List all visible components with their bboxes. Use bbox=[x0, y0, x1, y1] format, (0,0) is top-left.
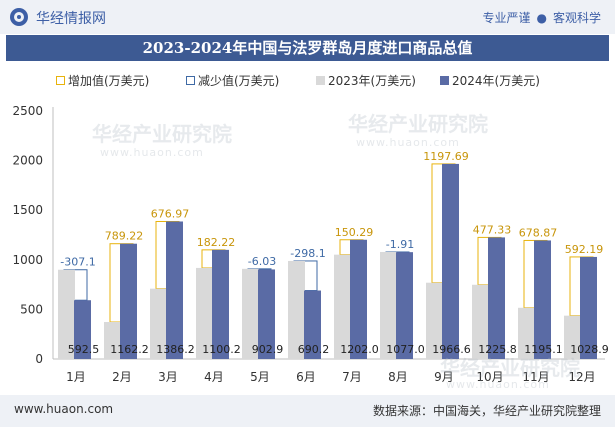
bar-2023 bbox=[472, 284, 489, 359]
bar-2024 bbox=[580, 256, 597, 359]
legend-item-increase: 增加值(万美元) bbox=[56, 72, 149, 89]
change-label: 150.29 bbox=[335, 226, 374, 239]
x-tick-label: 12月 bbox=[568, 370, 595, 384]
value-label: 1195.1 bbox=[524, 343, 563, 356]
bar-2023 bbox=[518, 307, 535, 359]
legend-label-2023: 2023年(万美元) bbox=[328, 74, 416, 88]
y-tick-label: 2500 bbox=[12, 104, 43, 118]
chart-legend: 增加值(万美元) 减少值(万美元) 2023年(万美元) 2024年(万美元) bbox=[0, 72, 615, 90]
bar-2024 bbox=[258, 269, 275, 359]
legend-item-decrease: 减少值(万美元) bbox=[186, 72, 279, 89]
x-tick-label: 11月 bbox=[522, 370, 549, 384]
y-tick-label: 1500 bbox=[12, 203, 43, 217]
value-label: 1077.0 bbox=[386, 343, 425, 356]
x-tick-label: 3月 bbox=[158, 370, 178, 384]
bar-2024 bbox=[212, 249, 229, 359]
chart-title: 2023-2024年中国与法罗群岛月度进口商品总值 bbox=[142, 39, 473, 57]
footer: www.huaon.com 数据来源：中国海关，华经产业研究院整理 bbox=[0, 395, 615, 427]
slogan-dot: ● bbox=[536, 11, 547, 25]
value-label: 1100.2 bbox=[202, 343, 241, 356]
bar-2023 bbox=[242, 268, 259, 359]
y-tick-label: 1000 bbox=[12, 253, 43, 267]
bar-2023 bbox=[104, 321, 121, 359]
legend-item-2024: 2024年(万美元) bbox=[440, 72, 540, 89]
slogan-left: 专业严谨 bbox=[482, 11, 531, 25]
value-label: 1966.6 bbox=[432, 343, 471, 356]
y-tick-label: 2000 bbox=[12, 154, 43, 168]
x-tick-label: 4月 bbox=[204, 370, 224, 384]
legend-label-decrease: 减少值(万美元) bbox=[198, 74, 280, 88]
bar-2023 bbox=[58, 269, 75, 359]
value-label: 1162.2 bbox=[110, 343, 149, 356]
bar-2023 bbox=[426, 282, 443, 359]
slogan: 专业严谨 ● 客观科学 bbox=[482, 9, 601, 26]
footer-source: 数据来源：中国海关，华经产业研究院整理 bbox=[372, 404, 601, 418]
change-label: 182.22 bbox=[197, 236, 236, 249]
value-label: 592.5 bbox=[68, 343, 100, 356]
bar-2024 bbox=[74, 300, 91, 359]
change-label: -298.1 bbox=[290, 247, 325, 260]
huajing-logo-icon bbox=[10, 8, 28, 26]
x-tick-label: 5月 bbox=[250, 370, 270, 384]
x-tick-label: 9月 bbox=[434, 370, 454, 384]
x-tick-label: 2月 bbox=[112, 370, 132, 384]
legend-swatch-2023 bbox=[316, 76, 325, 85]
bar-2024 bbox=[350, 239, 367, 359]
legend-swatch-increase bbox=[56, 76, 65, 85]
value-label: 902.9 bbox=[252, 343, 284, 356]
bar-2023 bbox=[380, 251, 397, 359]
bar-2024 bbox=[166, 221, 183, 359]
x-tick-label: 1月 bbox=[66, 370, 86, 384]
bar-2024 bbox=[396, 252, 413, 359]
y-tick-label: 500 bbox=[20, 302, 43, 316]
top-bar: 华经情报网 专业严谨 ● 客观科学 bbox=[0, 0, 615, 34]
x-tick-label: 8月 bbox=[388, 370, 408, 384]
change-label: 678.87 bbox=[519, 226, 558, 239]
value-label: 1202.0 bbox=[340, 343, 379, 356]
bar-2024 bbox=[120, 243, 137, 359]
change-label: 1197.69 bbox=[423, 150, 469, 163]
change-label: 477.33 bbox=[473, 223, 512, 236]
x-tick-label: 7月 bbox=[342, 370, 362, 384]
value-label: 1028.9 bbox=[570, 343, 609, 356]
x-tick-label: 10月 bbox=[476, 370, 503, 384]
change-label: -6.03 bbox=[248, 255, 276, 268]
legend-swatch-2024 bbox=[440, 76, 449, 85]
bar-2024 bbox=[304, 290, 321, 359]
bar-2023 bbox=[288, 260, 305, 359]
legend-swatch-decrease bbox=[186, 76, 195, 85]
bar-2023 bbox=[564, 315, 581, 359]
change-label: 789.22 bbox=[105, 230, 144, 243]
legend-label-2024: 2024年(万美元) bbox=[452, 74, 540, 88]
value-label: 690.2 bbox=[298, 343, 330, 356]
brand-name: 华经情报网 bbox=[36, 11, 106, 27]
bar-2024 bbox=[442, 163, 459, 359]
change-label: 676.97 bbox=[151, 207, 190, 220]
value-label: 1225.8 bbox=[478, 343, 517, 356]
bar-2024 bbox=[534, 240, 551, 359]
value-label: 1386.2 bbox=[156, 343, 195, 356]
change-label: 592.19 bbox=[565, 243, 604, 256]
bar-2023 bbox=[150, 288, 167, 359]
y-tick-label: 0 bbox=[35, 352, 43, 366]
x-tick-label: 6月 bbox=[296, 370, 316, 384]
legend-label-increase: 增加值(万美元) bbox=[68, 74, 150, 88]
legend-item-2023: 2023年(万美元) bbox=[316, 72, 416, 89]
change-label: -307.1 bbox=[60, 256, 95, 269]
footer-site-link[interactable]: www.huaon.com bbox=[14, 402, 114, 416]
bar-2024 bbox=[488, 237, 505, 359]
bar-2023 bbox=[196, 267, 213, 359]
chart-title-bar: 2023-2024年中国与法罗群岛月度进口商品总值 bbox=[6, 35, 609, 61]
change-label: -1.91 bbox=[386, 238, 414, 251]
bar-chart: 0 500 1000 1500 2000 2500 -307.1 592.5 1月 789.22 1… bbox=[12, 104, 609, 384]
bar-2023 bbox=[334, 254, 351, 359]
slogan-right: 客观科学 bbox=[552, 11, 601, 25]
